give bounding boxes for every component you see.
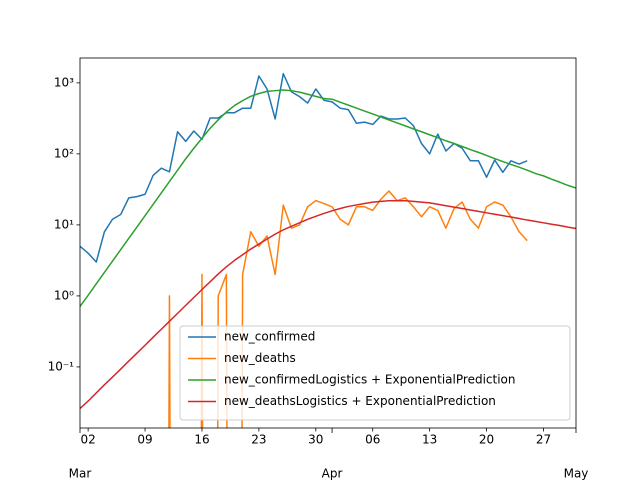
month-label: Apr: [322, 467, 343, 480]
x-tick-label: 30: [308, 433, 323, 447]
y-tick-label: 10⁻¹: [48, 359, 75, 373]
legend-label: new_deathsLogistics + ExponentialPredict…: [224, 394, 496, 408]
x-tick-label: 20: [479, 433, 494, 447]
legend-label: new_confirmed: [224, 330, 315, 344]
month-label: Mar: [69, 467, 92, 480]
x-tick-label: 27: [536, 433, 551, 447]
plot-area: [80, 72, 576, 428]
series-line: [168, 190, 528, 428]
y-tick-label: 10¹: [54, 217, 74, 231]
series-line: [80, 89, 576, 307]
x-tick-label: 13: [422, 433, 437, 447]
series-line: [80, 72, 528, 263]
axes-frame: [79, 57, 577, 429]
y-tick-label: 10⁰: [54, 288, 74, 302]
month-label: May: [564, 467, 589, 480]
series-line: [80, 199, 576, 410]
x-tick-label: 23: [251, 433, 266, 447]
y-tick-label: 10³: [54, 75, 74, 89]
x-tick-label: 02: [80, 433, 95, 447]
legend-label: new_confirmedLogistics + ExponentialPred…: [224, 373, 516, 387]
legend-box: [179, 325, 571, 421]
x-tick-label: 16: [194, 433, 209, 447]
legend-label: new_deaths: [224, 351, 296, 365]
x-tick-label: 06: [365, 433, 380, 447]
y-tick-label: 10²: [54, 146, 74, 160]
x-tick-label: 09: [137, 433, 152, 447]
